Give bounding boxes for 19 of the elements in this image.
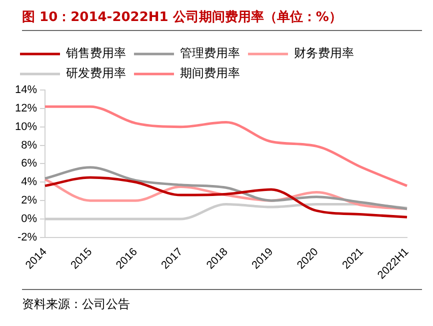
y-tick-label: 4% — [21, 176, 38, 188]
legend-label: 管理费用率 — [180, 46, 240, 60]
legend-label: 期间费用率 — [180, 66, 240, 80]
y-tick-label: 8% — [21, 139, 38, 152]
y-tick-label: 10% — [14, 120, 38, 133]
line-series — [44, 105, 408, 188]
line-series — [44, 166, 408, 210]
legend-label: 研发费用率 — [66, 66, 126, 80]
y-tick-label: 2% — [21, 194, 38, 207]
y-tick-label: 12% — [14, 102, 38, 114]
y-tick-label: 6% — [21, 158, 38, 170]
chart-title: 图 10：2014-2022H1 公司期间费用率（单位：%） — [22, 8, 342, 26]
y-tick-label: 14% — [14, 84, 38, 96]
legend-label: 销售费用率 — [65, 46, 126, 60]
legend-label: 财务费用率 — [294, 46, 354, 60]
text: 资料来源：公司公告 — [22, 296, 130, 313]
line-series — [44, 176, 408, 218]
y-tick-label: -2% — [17, 231, 38, 244]
y-tick-label: 0% — [21, 213, 38, 226]
